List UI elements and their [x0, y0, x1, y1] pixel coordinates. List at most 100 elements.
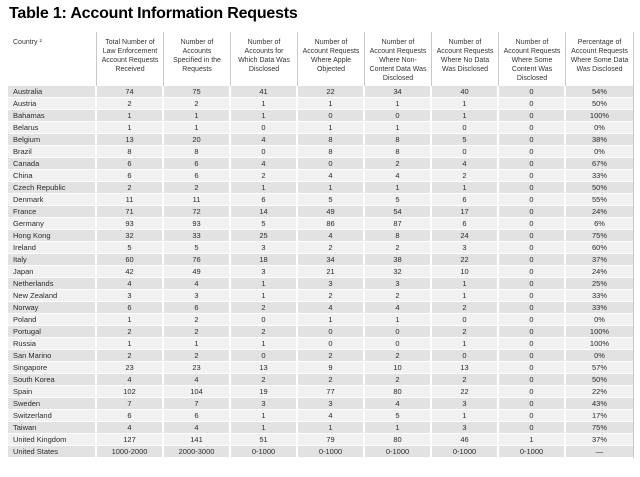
value-cell: 0	[499, 146, 566, 158]
value-cell: 5	[164, 242, 231, 254]
value-cell: 6	[97, 158, 164, 170]
value-cell: 6	[231, 194, 298, 206]
table-row: Denmark 11 11 6 5 5 6 0 55%	[8, 194, 633, 206]
value-cell: 0	[499, 86, 566, 98]
value-cell: 38	[365, 254, 432, 266]
value-cell: 93	[97, 218, 164, 230]
table-row: Canada 6 6 4 0 2 4 0 67%	[8, 158, 633, 170]
table-row: Russia 1 1 1 0 0 1 0 100%	[8, 338, 633, 350]
value-cell: 10	[365, 362, 432, 374]
column-header: Percentage of Account Requests Where Som…	[566, 32, 633, 86]
value-cell: 2	[231, 326, 298, 338]
value-cell: 19	[231, 386, 298, 398]
value-cell: 0	[298, 338, 365, 350]
value-cell: 1	[365, 122, 432, 134]
value-cell: 2	[164, 350, 231, 362]
country-cell: Germany	[8, 218, 97, 230]
table-row: Norway 6 6 2 4 4 2 0 33%	[8, 302, 633, 314]
country-cell: Ireland	[8, 242, 97, 254]
account-requests-table-wrapper: Country ² Total Number of Law Enforcement…	[8, 32, 634, 458]
value-cell: 37%	[566, 254, 633, 266]
column-header: Number of Account Requests Where Some Co…	[499, 32, 566, 86]
table-row: Singapore 23 23 13 9 10 13 0 57%	[8, 362, 633, 374]
country-cell: Belgium	[8, 134, 97, 146]
value-cell: 0	[499, 278, 566, 290]
value-cell: 0-1000	[298, 446, 365, 458]
value-cell: 50%	[566, 374, 633, 386]
value-cell: 8	[365, 230, 432, 242]
value-cell: 7	[164, 398, 231, 410]
value-cell: 1	[298, 98, 365, 110]
value-cell: 2	[365, 158, 432, 170]
value-cell: 79	[298, 434, 365, 446]
value-cell: 2	[164, 182, 231, 194]
value-cell: 1	[231, 110, 298, 122]
value-cell: 0	[499, 194, 566, 206]
value-cell: 33%	[566, 290, 633, 302]
value-cell: 0	[499, 170, 566, 182]
table-row: Poland 1 2 0 1 1 0 0 0%	[8, 314, 633, 326]
value-cell: 6	[164, 410, 231, 422]
value-cell: 1	[97, 110, 164, 122]
value-cell: 3	[231, 398, 298, 410]
value-cell: 22	[298, 86, 365, 98]
value-cell: 4	[298, 410, 365, 422]
value-cell: 0	[499, 122, 566, 134]
value-cell: 4	[365, 302, 432, 314]
value-cell: 6	[164, 158, 231, 170]
value-cell: 3	[231, 266, 298, 278]
value-cell: 2000-3000	[164, 446, 231, 458]
table-row: South Korea 4 4 2 2 2 2 0 50%	[8, 374, 633, 386]
column-header: Number of Account Requests Where Non-Con…	[365, 32, 432, 86]
value-cell: 0-1000	[499, 446, 566, 458]
value-cell: 6	[97, 302, 164, 314]
country-cell: Poland	[8, 314, 97, 326]
value-cell: 0	[231, 146, 298, 158]
value-cell: 1	[432, 98, 499, 110]
value-cell: 1	[231, 290, 298, 302]
value-cell: 2	[298, 290, 365, 302]
value-cell: 86	[298, 218, 365, 230]
value-cell: 100%	[566, 326, 633, 338]
value-cell: 0	[432, 350, 499, 362]
value-cell: 8	[365, 146, 432, 158]
value-cell: 50%	[566, 98, 633, 110]
value-cell: 0	[499, 422, 566, 434]
value-cell: 9	[298, 362, 365, 374]
value-cell: 0	[365, 110, 432, 122]
value-cell: 71	[97, 206, 164, 218]
table-row: Taiwan 4 4 1 1 1 3 0 75%	[8, 422, 633, 434]
column-header: Number of Accounts for Which Data Was Di…	[231, 32, 298, 86]
value-cell: 54%	[566, 86, 633, 98]
table-row: Portugal 2 2 2 0 0 2 0 100%	[8, 326, 633, 338]
value-cell: 1	[97, 314, 164, 326]
value-cell: 20	[164, 134, 231, 146]
value-cell: 3	[298, 398, 365, 410]
value-cell: 11	[97, 194, 164, 206]
value-cell: 2	[97, 182, 164, 194]
table-row: France 71 72 14 49 54 17 0 24%	[8, 206, 633, 218]
value-cell: 75%	[566, 422, 633, 434]
value-cell: 0	[365, 326, 432, 338]
table-row: San Marino 2 2 0 2 2 0 0 0%	[8, 350, 633, 362]
value-cell: 76	[164, 254, 231, 266]
value-cell: 1	[164, 122, 231, 134]
value-cell: 0	[365, 338, 432, 350]
account-requests-table: Country ² Total Number of Law Enforcement…	[8, 32, 633, 458]
value-cell: 1	[432, 182, 499, 194]
value-cell: 77	[298, 386, 365, 398]
value-cell: 24%	[566, 266, 633, 278]
table-row: Belarus 1 1 0 1 1 0 0 0%	[8, 122, 633, 134]
value-cell: 6	[97, 410, 164, 422]
value-cell: 0%	[566, 350, 633, 362]
document-page: Table 1: Account Information Requests Co…	[8, 5, 634, 458]
value-cell: 5	[97, 242, 164, 254]
table-body: Australia 74 75 41 22 34 40 0 54% Austria 2 2 1 1 1 1 0 5…	[8, 86, 633, 458]
value-cell: 5	[365, 194, 432, 206]
country-cell: Sweden	[8, 398, 97, 410]
country-cell: United Kingdom	[8, 434, 97, 446]
value-cell: 6	[432, 194, 499, 206]
value-cell: 0	[499, 218, 566, 230]
value-cell: 4	[164, 422, 231, 434]
value-cell: 4	[365, 170, 432, 182]
